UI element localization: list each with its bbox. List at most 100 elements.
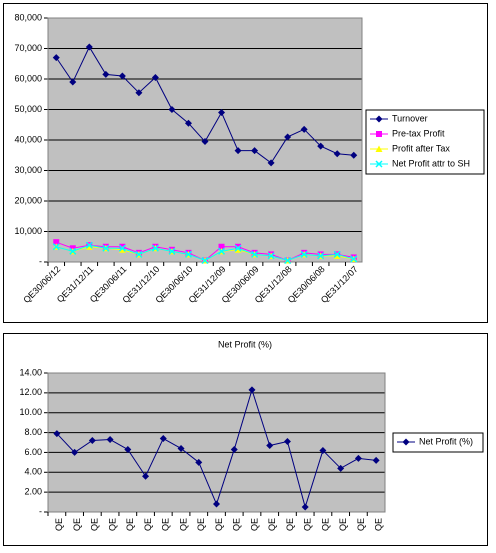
y-tick-label: 12.00 [19,387,42,397]
x-tick-label: QE [249,518,259,531]
y-tick-label: 14.00 [19,367,42,377]
point [71,448,79,456]
x-tick-label: QE [320,518,330,531]
point [354,454,362,462]
point [69,78,77,86]
point [52,243,60,251]
x-tick-label: QE [90,518,100,531]
legend-marker [402,438,410,446]
y-tick-label: - [39,256,42,266]
point [142,472,150,480]
legend-label: Net Profit attr to SH [392,158,470,168]
x-tick-label: QE [338,518,348,531]
point [337,464,345,472]
y-tick-label: 10.00 [19,407,42,417]
point [234,246,242,253]
x-tick-label: QE [267,518,277,531]
x-tick-label: QE [54,518,64,531]
y-tick-label: 20,000 [14,195,42,205]
point [177,444,185,452]
x-tick-label: QE [356,518,366,531]
y-tick-label: 2.00 [24,487,42,497]
x-tick-label: QE [125,518,135,531]
point [234,147,242,155]
point [52,54,60,62]
point [284,256,292,265]
legend-label: Profit after Tax [392,143,450,153]
point [118,246,126,253]
x-tick-label: QE [285,518,295,531]
point [135,250,143,258]
point [106,436,114,444]
plot-area [48,373,385,512]
legend-marker [376,131,382,137]
point [333,250,341,258]
point [53,430,61,438]
point [69,247,77,255]
point [168,106,176,113]
point [234,244,242,252]
y-tick-label: 60,000 [14,73,42,83]
point [372,456,380,464]
x-tick-label: QE [143,518,153,531]
y-tick-label: 70,000 [14,43,42,53]
x-tick-label: QE [161,518,171,531]
point [53,239,60,246]
point [201,256,209,265]
point [184,119,192,127]
point [333,150,341,158]
y-tick-label: - [39,506,42,516]
point [217,247,226,255]
y-tick-label: 4.00 [24,467,42,477]
point [85,241,93,249]
plot-border [47,372,386,513]
y-tick-label: 6.00 [24,447,42,457]
point [124,445,132,453]
point [300,125,308,133]
y-tick-label: 50,000 [14,104,42,114]
point [88,437,96,445]
x-tick-label: QE [107,518,117,531]
x-tick-label: QE [232,518,242,531]
point [350,255,358,263]
point [85,43,93,51]
point [251,250,259,258]
x-tick-label: QE [214,518,224,531]
point [85,243,93,250]
point [267,252,275,260]
point [251,147,259,155]
legend-label: Pre-tax Profit [392,128,445,138]
legend-label: Net Profit (%) [419,436,473,446]
point [248,386,256,394]
point [317,142,325,150]
point [267,159,275,167]
point [333,252,341,259]
point [151,73,159,81]
point [317,252,325,260]
x-tick-label: QE [374,518,384,531]
legend [365,109,485,175]
point [159,435,167,443]
legend-marker [375,160,383,168]
point [102,70,110,78]
point [218,109,226,117]
point [300,250,308,258]
chart-title: Net Profit (%) [218,339,272,349]
point [301,503,309,511]
legend [392,432,484,453]
legend-label: Turnover [392,113,428,123]
point [213,500,220,508]
x-tick-label: QE [196,518,206,531]
point [201,138,209,146]
point [168,247,176,255]
x-tick-label: QE [72,518,82,531]
point [283,438,291,446]
point [184,250,193,258]
point [350,151,358,159]
point [102,244,110,252]
legend-marker [375,115,383,123]
y-tick-label: 8.00 [24,427,42,437]
legend-marker [375,145,383,152]
point [135,89,143,97]
